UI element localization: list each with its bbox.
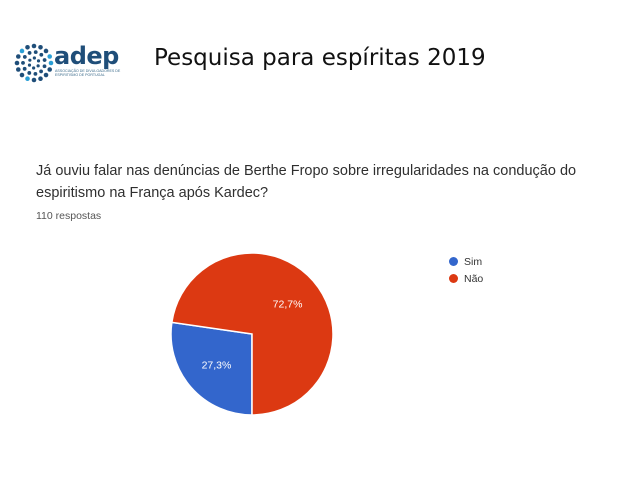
logo-dot (27, 63, 32, 67)
logo-dot (47, 67, 53, 72)
legend-item-sim: Sim (449, 253, 483, 270)
legend-swatch (449, 274, 458, 283)
logo-dot (39, 69, 43, 74)
logo-dot (31, 43, 37, 49)
response-count: 110 respostas (36, 210, 102, 222)
logo-dot (43, 72, 49, 78)
logo-subtitle: Associação de Divulgadores de Espiritism… (55, 69, 121, 78)
logo-dot (33, 50, 38, 55)
logo-dot (25, 44, 30, 50)
logo-dot (42, 64, 47, 69)
logo-dot (15, 67, 21, 72)
pie-label-não: 72,7% (273, 298, 303, 310)
slide-title: Pesquisa para espíritas 2019 (154, 45, 486, 71)
legend-label: Sim (464, 255, 483, 268)
logo-dot (39, 52, 44, 57)
logo-dot (25, 76, 30, 82)
question-text: Já ouviu falar nas denúncias de Berthe F… (36, 160, 596, 204)
pie-label-sim: 27,3% (202, 360, 232, 372)
logo-dot (14, 60, 20, 66)
logo-dot (27, 71, 32, 75)
pie-slice-sim (170, 321, 253, 416)
logo-dot (19, 72, 25, 78)
logo-dot (22, 55, 27, 59)
question-line-2: espiritismo na França após Kardec? (36, 185, 269, 201)
logo-dot (43, 48, 49, 54)
logo-dot (33, 72, 38, 76)
dots-circle-icon (14, 43, 54, 83)
logo-dot (15, 54, 21, 59)
chart-legend: Sim Não (449, 253, 483, 287)
legend-swatch (449, 257, 458, 266)
logo-dot (21, 60, 25, 65)
logo-dot (48, 60, 54, 66)
logo-dot (19, 48, 25, 54)
logo-dot (38, 44, 43, 50)
logo-dot (27, 51, 32, 55)
logo-dot (47, 54, 53, 59)
pie-slice-não (170, 252, 334, 416)
logo-dot (32, 56, 36, 60)
logo-dot (22, 66, 27, 71)
pie-chart: 27,3% 72,7% (170, 252, 334, 416)
adep-logo: adep Associação de Divulgadores de Espir… (14, 42, 124, 84)
logo-wordmark: adep (54, 42, 119, 70)
legend-label: Não (464, 272, 484, 285)
logo-dot (28, 58, 32, 62)
question-line-1: Já ouviu falar nas denúncias de Berthe F… (36, 163, 577, 179)
logo-dot (36, 59, 41, 63)
logo-dot (38, 76, 43, 82)
legend-item-não: Não (449, 270, 483, 287)
logo-dot (32, 66, 36, 70)
logo-dot (36, 64, 40, 68)
logo-dot (31, 77, 37, 83)
logo-dot (42, 58, 47, 62)
